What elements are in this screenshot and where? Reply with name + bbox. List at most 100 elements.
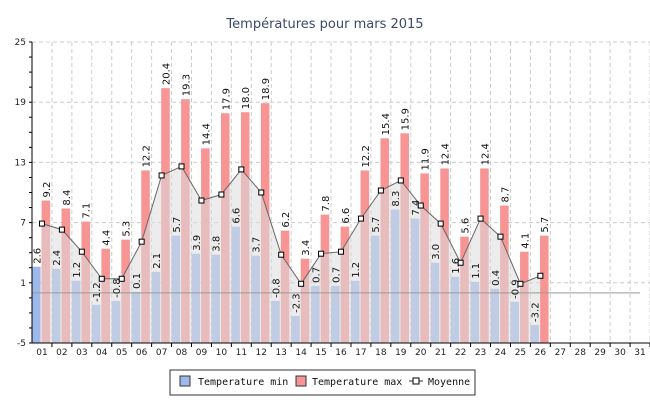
moyenne-point [118, 275, 125, 282]
moyenne-point [278, 251, 285, 258]
data-label-min: -0.8 [272, 278, 283, 298]
x-tick-label: 11 [236, 348, 247, 358]
x-tick-label: 03 [76, 348, 87, 358]
x-tick-label: 21 [435, 348, 446, 358]
y-tick-label: 25 [15, 38, 26, 48]
moyenne-point [417, 202, 424, 209]
data-label-min: -1.2 [92, 282, 103, 302]
data-label-min: -0.9 [511, 279, 522, 299]
moyenne-point [497, 233, 504, 240]
x-tick-label: 22 [455, 348, 466, 358]
moyenne-point [298, 280, 305, 287]
legend-marker-moyenne [412, 377, 420, 385]
data-label-max: 12.4 [441, 143, 452, 165]
moyenne-point [338, 248, 344, 255]
x-tick-label: 31 [634, 348, 645, 358]
data-label-max: 8.4 [62, 190, 73, 206]
x-tick-label: 04 [96, 348, 108, 358]
data-label-min: 0.7 [331, 267, 342, 283]
legend-swatch-min [179, 375, 191, 387]
moyenne-point [437, 220, 444, 227]
moyenne-point [517, 280, 524, 287]
data-label-min: 1.2 [351, 262, 362, 278]
data-label-min: -3.2 [531, 302, 542, 322]
data-label-max: 15.4 [381, 113, 392, 135]
data-label-max: 12.2 [361, 145, 372, 167]
x-tick-label: 07 [156, 348, 167, 358]
data-label-max: 3.4 [301, 240, 312, 256]
moyenne-point [238, 166, 245, 173]
x-tick-label: 16 [335, 348, 347, 358]
moyenne-point [457, 259, 464, 266]
x-tick-label: 30 [614, 348, 626, 358]
moyenne-point [58, 226, 65, 233]
x-tick-label: 18 [375, 348, 387, 358]
data-label-min: 0.7 [311, 267, 322, 283]
data-label-max: 14.4 [201, 123, 212, 145]
data-label-max: 7.8 [321, 196, 332, 212]
data-label-max: 5.7 [540, 217, 551, 233]
data-label-max: 5.3 [122, 221, 133, 237]
moyenne-point [98, 275, 105, 282]
data-label-min: 3.9 [192, 235, 203, 251]
x-tick-label: 15 [315, 348, 326, 358]
bar-min [32, 266, 41, 343]
moyenne-point [78, 248, 85, 255]
x-tick-label: 25 [515, 348, 526, 358]
x-tick-label: 01 [36, 348, 47, 358]
moyenne-point [158, 172, 165, 179]
y-tick-label: 1 [20, 279, 26, 289]
x-tick-label: 10 [216, 348, 228, 358]
x-tick-label: 05 [116, 348, 127, 358]
data-label-min: 5.7 [371, 217, 382, 233]
x-tick-label: 26 [535, 348, 547, 358]
data-label-max: 17.9 [221, 88, 232, 110]
legend-label-moyenne: Moyenne [428, 377, 470, 388]
x-tick-label: 28 [574, 348, 586, 358]
data-label-max: 15.9 [401, 108, 412, 130]
data-label-max: 7.1 [82, 203, 93, 219]
moyenne-point [357, 215, 364, 222]
data-label-max: 19.3 [181, 74, 192, 96]
y-tick-label: -5 [17, 339, 26, 349]
moyenne-point [537, 272, 544, 279]
data-label-min: 2.1 [152, 253, 163, 269]
data-label-max: 4.4 [102, 230, 113, 246]
moyenne-point [377, 187, 384, 194]
data-label-max: 18.9 [261, 78, 272, 100]
bar-max [539, 235, 549, 343]
moyenne-point [397, 177, 404, 184]
data-label-max: 12.2 [142, 145, 153, 167]
data-label-min: 3.7 [252, 237, 263, 253]
data-label-min: 3.8 [212, 236, 223, 252]
x-tick-label: 09 [196, 348, 208, 358]
data-label-max: 18.0 [241, 87, 252, 109]
data-label-min: 1.1 [471, 263, 482, 279]
data-label-min: 5.7 [172, 217, 183, 233]
moyenne-point [198, 197, 205, 204]
data-label-max: 4.1 [520, 233, 531, 249]
moyenne-area [41, 166, 541, 343]
data-label-max: 6.6 [341, 208, 352, 224]
legend-label-min: Temperature min [198, 377, 288, 388]
data-label-min: 7.4 [411, 200, 422, 216]
data-label-min: 8.3 [391, 191, 402, 207]
x-tick-label: 12 [256, 348, 267, 358]
moyenne-point [178, 163, 185, 170]
data-label-min: -2.3 [291, 293, 302, 313]
data-label-max: 11.9 [421, 148, 432, 170]
x-tick-label: 17 [355, 348, 366, 358]
y-tick-label: 7 [20, 219, 26, 229]
data-label-min: 3.0 [431, 244, 442, 260]
x-tick-label: 19 [395, 348, 407, 358]
x-tick-label: 20 [415, 348, 427, 358]
moyenne-point [138, 238, 145, 245]
x-tick-label: 08 [176, 348, 188, 358]
x-tick-label: 29 [594, 348, 606, 358]
data-label-min: 0.1 [132, 273, 143, 289]
data-label-max: 20.4 [161, 63, 172, 85]
moyenne-line [41, 165, 541, 285]
moyenne-point [218, 191, 225, 198]
data-label-min: 1.6 [451, 258, 462, 274]
